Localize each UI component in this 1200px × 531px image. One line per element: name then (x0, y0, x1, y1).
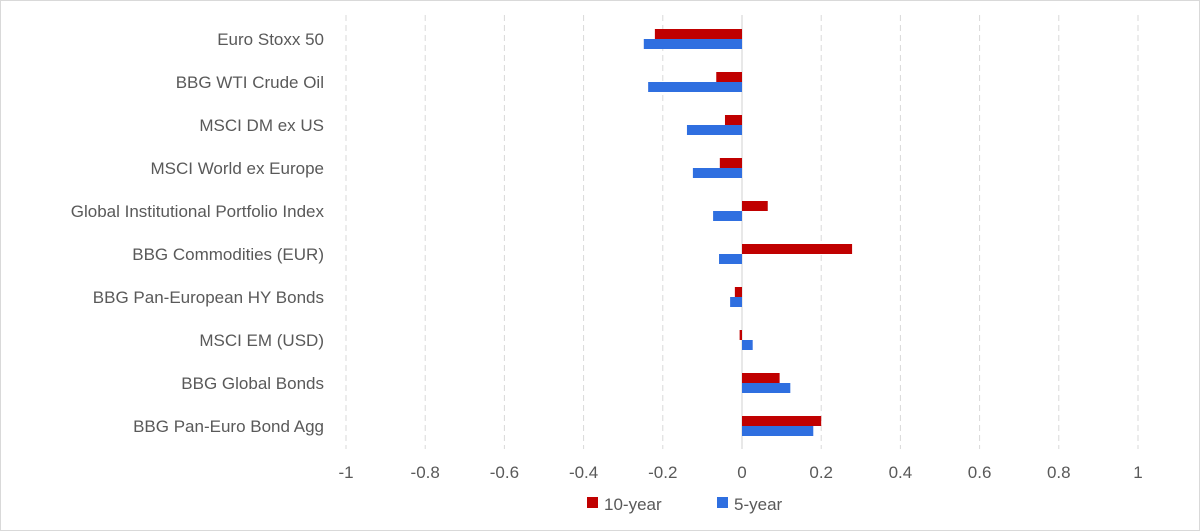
x-tick-label: 0.2 (809, 463, 833, 482)
bar-10-year (742, 201, 768, 211)
bar-10-year (742, 416, 822, 426)
bar-5-year (742, 383, 791, 393)
bar-10-year (739, 330, 742, 340)
category-label: BBG Pan-Euro Bond Agg (133, 417, 324, 436)
x-tick-label: -0.8 (411, 463, 440, 482)
bar-5-year (692, 168, 742, 178)
x-tick-label: 0.6 (968, 463, 992, 482)
bar-5-year (742, 340, 753, 350)
bar-10-year (716, 72, 742, 82)
bar-10-year (719, 158, 742, 168)
x-tick-label: 0.8 (1047, 463, 1071, 482)
category-label: BBG Commodities (EUR) (132, 245, 324, 264)
category-label: MSCI World ex Europe (150, 159, 324, 178)
bar-5-year (643, 39, 742, 49)
legend-swatch-10-year (587, 497, 598, 508)
category-label: BBG Global Bonds (181, 374, 324, 393)
category-label: Global Institutional Portfolio Index (71, 202, 325, 221)
bar-10-year (654, 29, 742, 39)
legend-swatch-5-year (717, 497, 728, 508)
x-tick-label: 1 (1133, 463, 1142, 482)
category-label: BBG WTI Crude Oil (176, 73, 324, 92)
x-tick-label: -1 (338, 463, 353, 482)
bar-10-year (742, 244, 853, 254)
category-label: MSCI EM (USD) (199, 331, 324, 350)
x-tick-label: 0 (737, 463, 746, 482)
bar-5-year (686, 125, 742, 135)
legend-label-5-year: 5-year (734, 495, 783, 514)
bar-5-year (713, 211, 742, 221)
x-tick-label: -0.6 (490, 463, 519, 482)
bar-10-year (742, 373, 780, 383)
bar-10-year (724, 115, 742, 125)
category-label: MSCI DM ex US (199, 116, 324, 135)
bar-5-year (648, 82, 742, 92)
bar-5-year (742, 426, 814, 436)
category-label: BBG Pan-European HY Bonds (93, 288, 324, 307)
x-tick-label: -0.2 (648, 463, 677, 482)
legend-label-10-year: 10-year (604, 495, 662, 514)
x-tick-label: -0.4 (569, 463, 598, 482)
bar-5-year (730, 297, 742, 307)
x-tick-label: 0.4 (889, 463, 913, 482)
bar-5-year (719, 254, 742, 264)
bar-10-year (734, 287, 742, 297)
category-label: Euro Stoxx 50 (217, 30, 324, 49)
